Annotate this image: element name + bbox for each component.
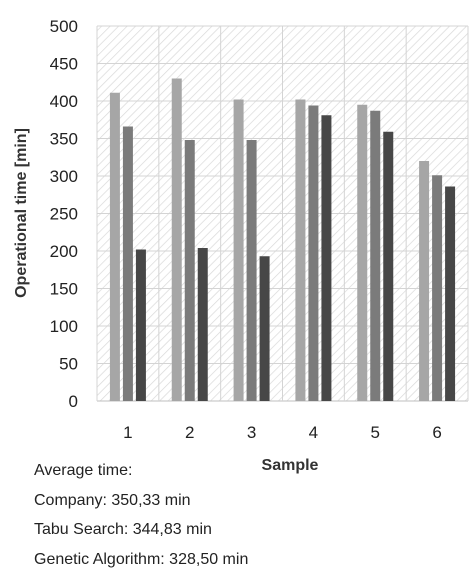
x-tick-label: 4 <box>309 423 318 442</box>
bar <box>357 104 368 401</box>
y-tick-label: 500 <box>50 17 78 36</box>
x-tick-label: 3 <box>247 423 256 442</box>
company-average: Company: 350,33 min <box>34 491 191 509</box>
bar <box>445 186 456 401</box>
gridlines <box>96 25 469 402</box>
y-tick-label: 350 <box>50 130 78 149</box>
tabu-search-average: Tabu Search: 344,83 min <box>34 521 212 538</box>
bar <box>246 140 257 401</box>
average-time-heading: Average time: <box>34 462 133 479</box>
y-axis-title: Operational time [min] <box>13 128 30 298</box>
y-tick-label: 200 <box>50 242 78 261</box>
y-tick-label: 0 <box>69 392 78 411</box>
bar <box>321 115 332 401</box>
bar <box>122 126 133 401</box>
average-time-notes: Average time: Company: 350,33 min Tabu S… <box>34 456 248 574</box>
bar <box>432 175 443 401</box>
x-tick-label: 5 <box>371 423 380 442</box>
bar <box>171 78 182 401</box>
bar <box>109 92 120 401</box>
bar <box>197 248 208 401</box>
bar <box>295 99 306 401</box>
x-tick-labels: 1 2 3 4 5 6 <box>123 423 442 442</box>
bars <box>109 78 456 401</box>
bar-chart: 0 50 100 150 200 250 300 350 400 450 500 1 2 3 4 5 6 Op… <box>13 17 469 474</box>
y-tick-label: 400 <box>50 92 78 111</box>
x-axis-title: Sample <box>262 457 319 474</box>
y-tick-label: 50 <box>59 355 78 374</box>
x-tick-label: 2 <box>185 423 194 442</box>
x-tick-label: 6 <box>432 423 441 442</box>
bar <box>308 105 319 401</box>
y-tick-labels: 0 50 100 150 200 250 300 350 400 450 500 <box>50 17 78 411</box>
bar <box>184 140 195 401</box>
bar <box>370 110 381 401</box>
bar <box>233 99 244 401</box>
bar <box>135 249 146 401</box>
bar <box>419 161 430 401</box>
x-tick-label: 1 <box>123 423 132 442</box>
bar <box>383 131 394 401</box>
y-tick-label: 100 <box>50 317 78 336</box>
y-tick-label: 300 <box>50 167 78 186</box>
y-tick-label: 450 <box>50 55 78 74</box>
y-tick-label: 150 <box>50 280 78 299</box>
bar <box>259 256 270 401</box>
y-tick-label: 250 <box>50 205 78 224</box>
genetic-algorithm-average: Genetic Algorithm: 328,50 min <box>34 550 249 568</box>
